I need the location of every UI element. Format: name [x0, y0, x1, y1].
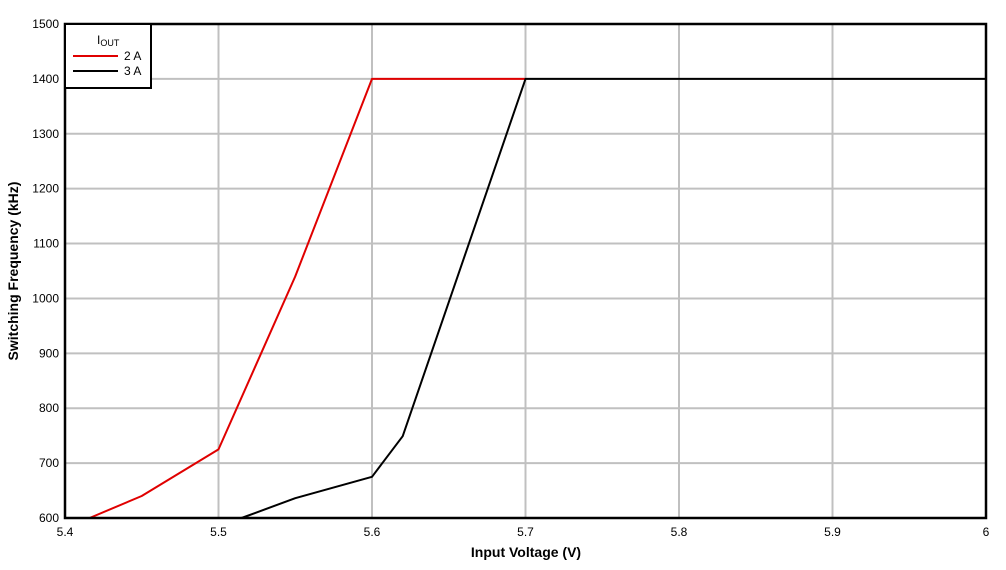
series-line-3a	[241, 77, 986, 519]
x-tick-label: 5.5	[210, 525, 227, 539]
x-tick-label: 5.7	[517, 525, 534, 539]
x-tick-label: 6	[983, 525, 990, 539]
legend: IOUT 2 A 3 A	[64, 23, 152, 89]
data-series	[89, 77, 986, 519]
x-tick-label: 5.9	[824, 525, 841, 539]
y-tick-label: 700	[39, 456, 59, 470]
y-tick-label: 1300	[32, 127, 59, 141]
y-tick-label: 900	[39, 346, 59, 360]
y-tick-label: 1500	[32, 17, 59, 31]
y-tick-label: 1000	[32, 291, 59, 305]
grid-lines	[64, 23, 987, 519]
y-tick-label: 1400	[32, 72, 59, 86]
x-tick-label: 5.6	[364, 525, 381, 539]
x-axis-ticks: 5.4 5.5 5.6 5.7 5.8 5.9 6	[57, 525, 990, 539]
legend-title: IOUT	[97, 33, 120, 48]
plot-frame	[63, 22, 988, 520]
x-tick-label: 5.4	[57, 525, 74, 539]
y-tick-label: 1200	[32, 182, 59, 196]
y-tick-label: 800	[39, 401, 59, 415]
legend-label-2a: 2 A	[124, 49, 141, 63]
y-tick-label: 600	[39, 511, 59, 525]
y-tick-label: 1100	[33, 237, 59, 251]
legend-label-3a: 3 A	[124, 64, 141, 78]
x-tick-label: 5.8	[671, 525, 688, 539]
x-axis-title: Input Voltage (V)	[471, 544, 581, 560]
y-axis-title: Switching Frequency (kHz)	[5, 182, 21, 361]
series-line-2a	[89, 77, 526, 519]
y-axis-ticks: 600 700 800 900 1000 1100 1200 1300 1400 1500	[32, 17, 59, 525]
